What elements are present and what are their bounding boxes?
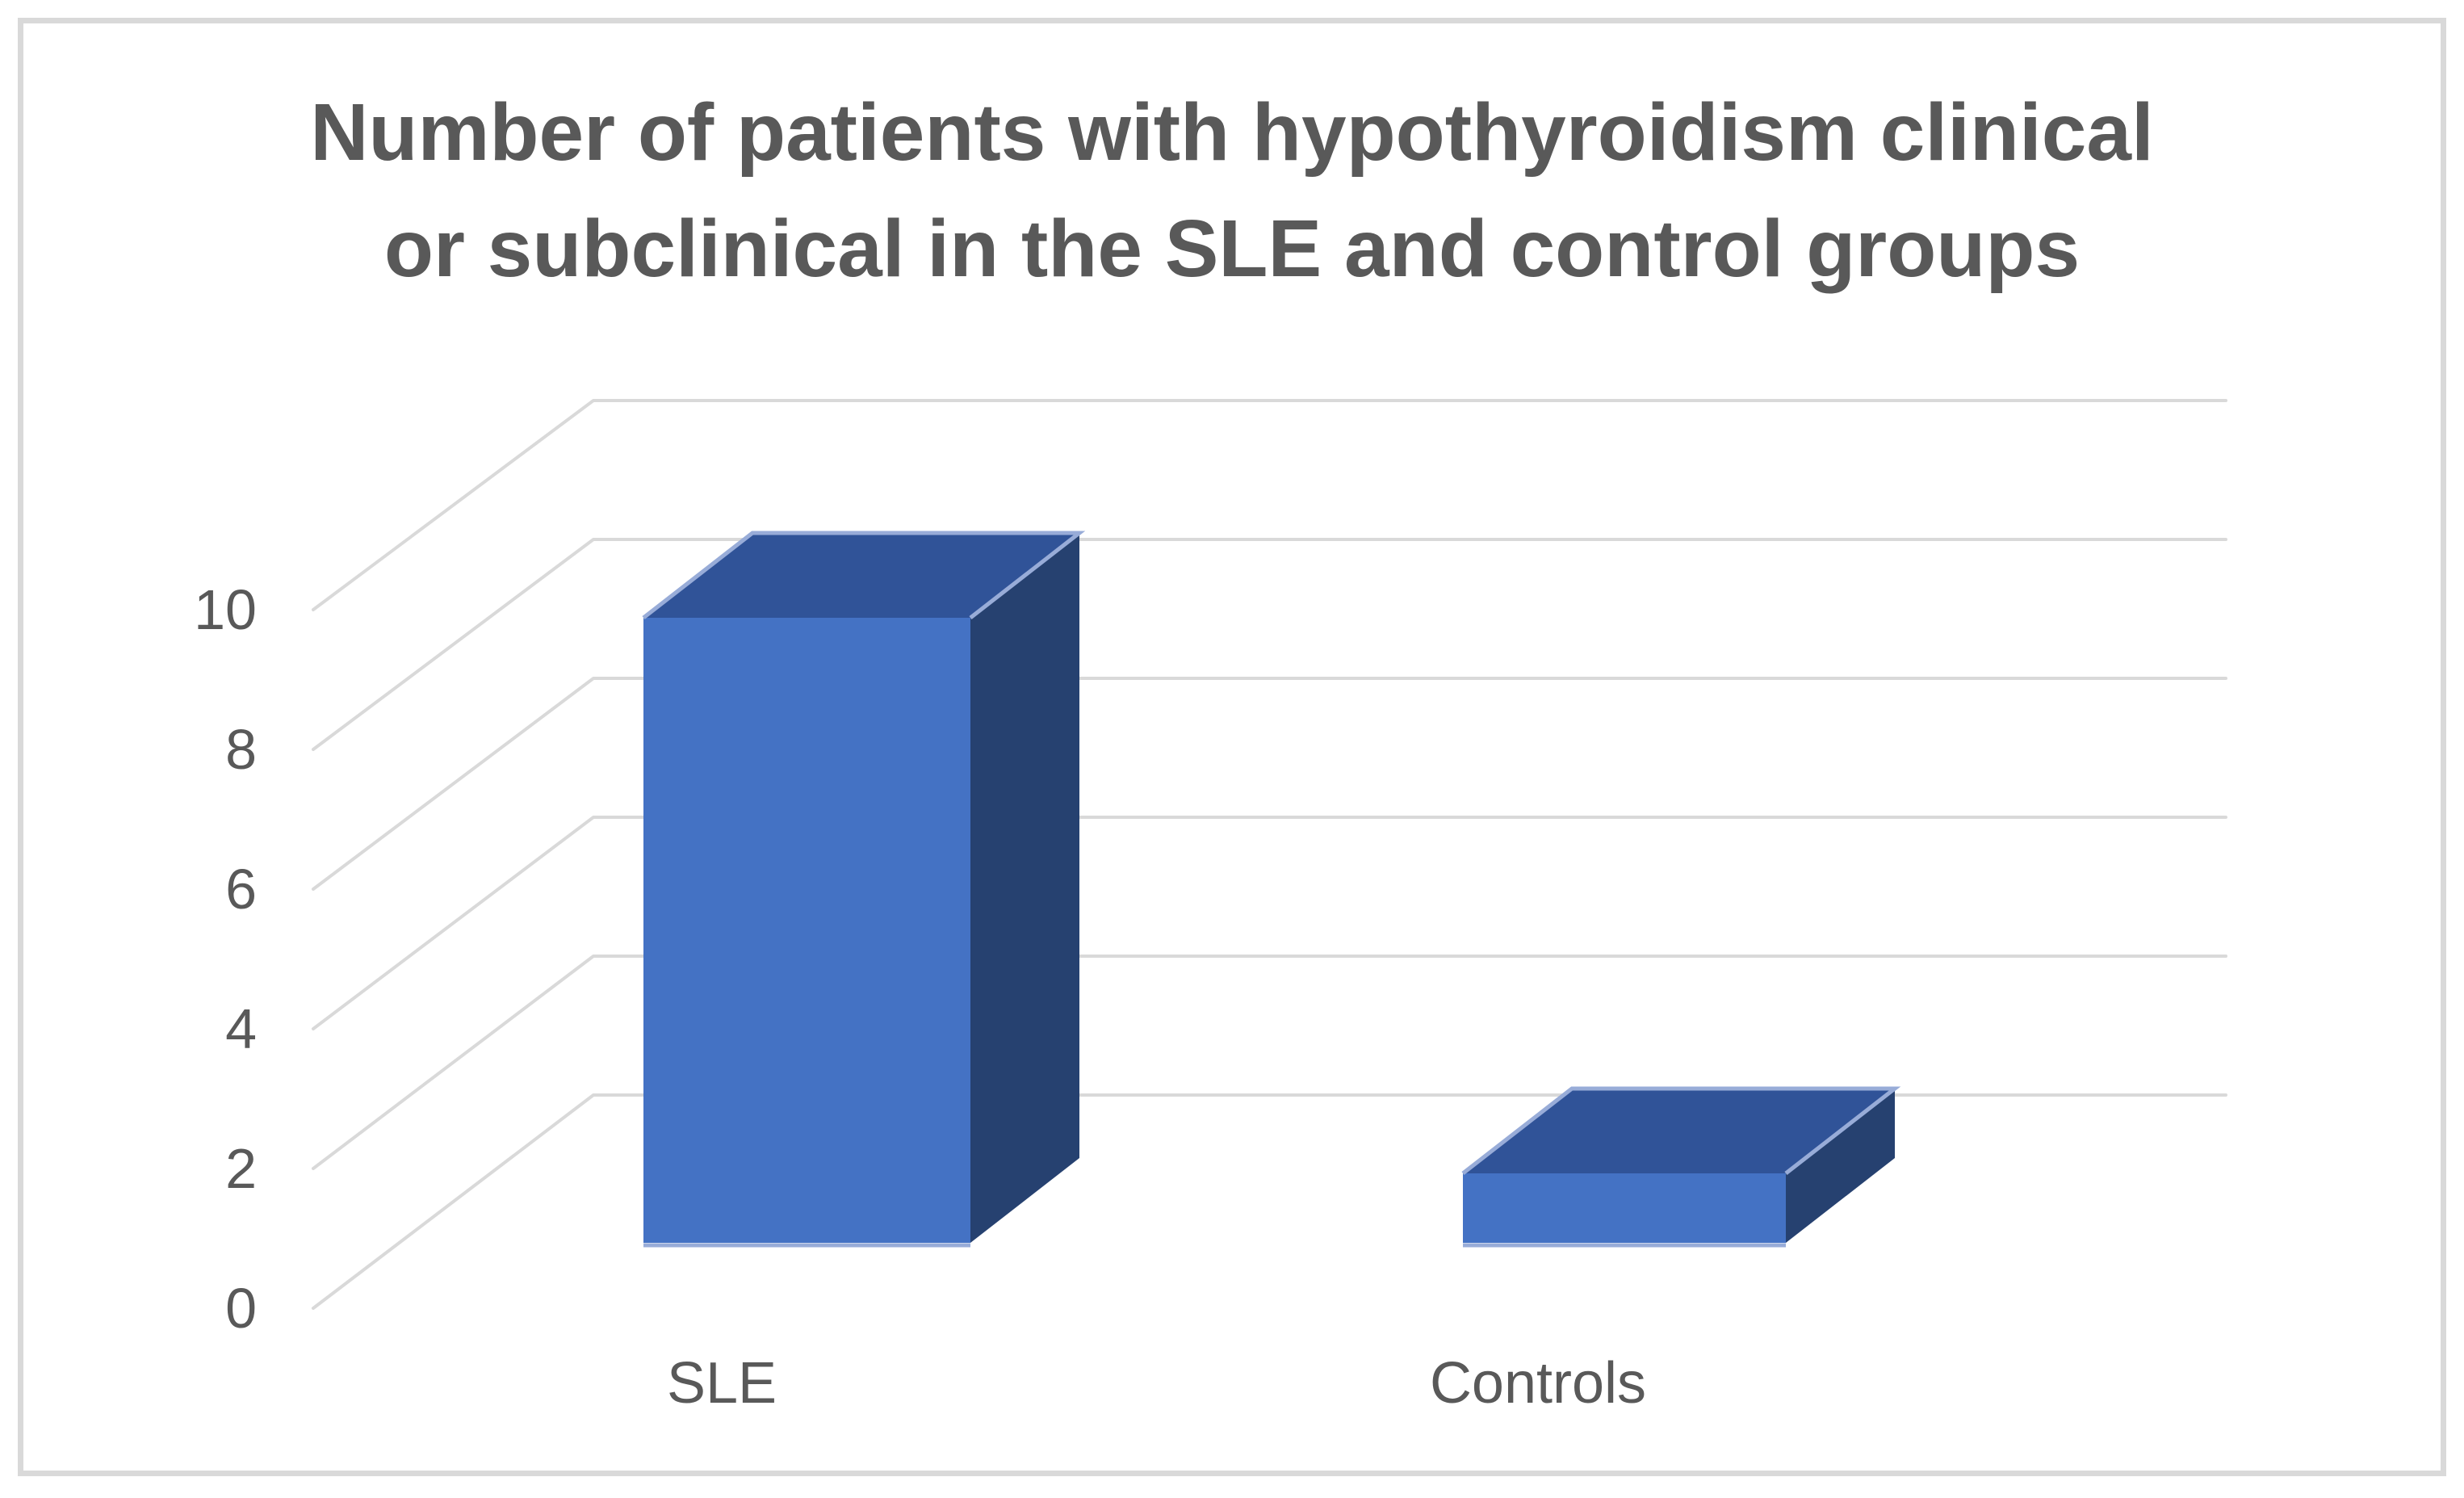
y-tick-label-6: 6 (225, 858, 257, 921)
x-category-label-sle: SLE (667, 1351, 777, 1416)
gridline-4 (312, 816, 2227, 1030)
bars (642, 531, 1901, 1248)
bar-side-face (970, 533, 1079, 1243)
y-tick-label-8: 8 (225, 718, 257, 781)
y-tick-label-10: 10 (194, 578, 257, 641)
x-axis-labels: SLE Controls (667, 1351, 1646, 1416)
chart-title-line-1: Number of patients with hypothyroidism c… (310, 87, 2154, 178)
y-tick-label-0: 0 (225, 1277, 257, 1340)
bar-sle (642, 531, 1086, 1248)
bar-top-face (643, 533, 1079, 618)
y-axis-labels: 0 2 4 6 8 10 (194, 578, 257, 1340)
gridline-8 (312, 538, 2227, 751)
gridline-0 (312, 1093, 2227, 1310)
bar-front-face (1463, 1173, 1786, 1243)
bar-controls (1461, 1086, 1901, 1248)
bar-top-edge-highlight (1461, 1086, 1901, 1175)
chart-title-line-2: or subclinical in the SLE and control gr… (384, 204, 2080, 294)
gridline-6 (312, 677, 2227, 891)
bar-front-face (643, 618, 970, 1243)
bar-side-face (1786, 1089, 1895, 1243)
gridline-10 (312, 399, 2227, 611)
bar-top-face (1463, 1089, 1895, 1173)
y-tick-label-2: 2 (225, 1137, 257, 1200)
chart-border-frame (18, 18, 2446, 1476)
y-tick-label-4: 4 (225, 997, 257, 1060)
gridline-2 (312, 955, 2227, 1170)
gridlines (312, 399, 2227, 1310)
bar-top-edge-highlight (642, 531, 1086, 619)
x-category-label-controls: Controls (1430, 1351, 1646, 1416)
